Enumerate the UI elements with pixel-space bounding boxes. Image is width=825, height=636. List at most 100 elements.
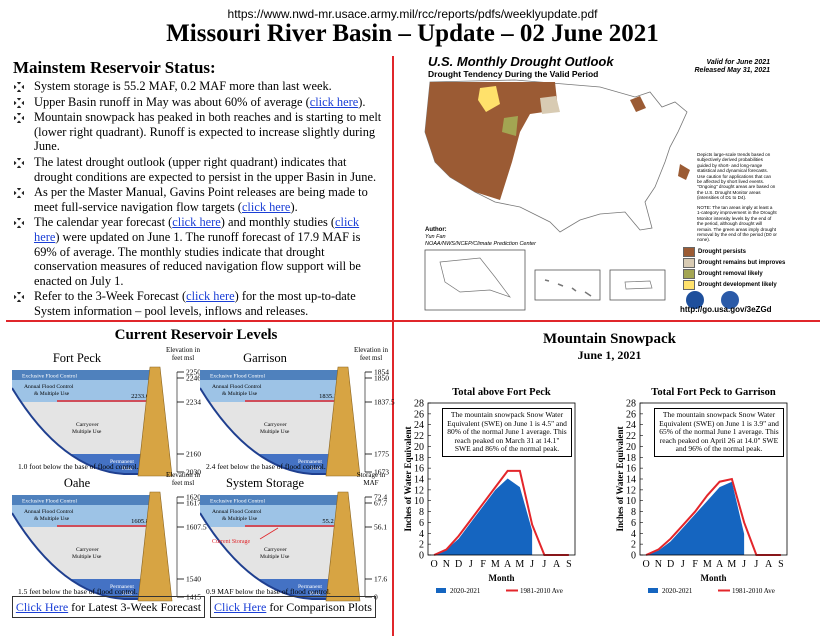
bullet-icon xyxy=(14,82,24,92)
y-tick-label: 18 xyxy=(626,453,636,464)
legend-swatch xyxy=(683,269,695,279)
legend-item: Drought removal likely xyxy=(683,269,763,279)
reservoir-name: Oahe xyxy=(63,476,91,490)
link[interactable]: click here xyxy=(34,215,360,244)
bullet-segment: ) were updated on June 1. The runoff for… xyxy=(34,229,361,288)
x-tick-label: M xyxy=(727,559,736,570)
button[interactable]: Click Here for Comparison Plots xyxy=(210,596,376,618)
legend-label: 1981-2010 Ave xyxy=(732,587,775,595)
zone-label: Annual Flood Control xyxy=(24,384,74,390)
legend-label: 2020-2021 xyxy=(450,587,481,595)
drought-valid: Valid for June 2021 xyxy=(706,59,770,66)
bullet-segment: ) for the most up-to-date System informa… xyxy=(34,289,356,318)
zone-label: & Multiple Use xyxy=(34,391,70,397)
legend-swatch xyxy=(683,280,695,290)
bullet: Upper Basin runoff in May was about 60% … xyxy=(10,95,382,110)
bullet: The calendar year forecast (click here) … xyxy=(10,215,382,288)
bullet-text: Mountain snowpack has peaked in both rea… xyxy=(34,110,382,154)
drought-title: U.S. Monthly Drought Outlook xyxy=(428,54,614,69)
annual-zone xyxy=(12,505,157,527)
url: https://www.nwd-mr.usace.army.mil/rcc/re… xyxy=(227,7,598,21)
level-label: 1837.5 xyxy=(374,398,395,407)
link[interactable]: click here xyxy=(172,215,221,230)
y-tick-label: 24 xyxy=(414,420,424,431)
bullet-diamond xyxy=(21,295,24,300)
button[interactable]: Click Here for Latest 3-Week Forecast xyxy=(12,596,205,618)
legend-item: Drought persists xyxy=(683,247,746,257)
level-label: 1617 xyxy=(186,499,201,508)
drought-link[interactable]: http://go.usa.gov/3eZGd xyxy=(680,305,772,314)
y-tick-label: 4 xyxy=(631,529,636,540)
link[interactable]: click here xyxy=(241,199,291,214)
bullet-diamond xyxy=(14,85,17,89)
chart-title: Total Fort Peck to Garrison xyxy=(651,387,776,398)
y-tick-label: 16 xyxy=(626,464,636,475)
zone-label: Permanent xyxy=(298,459,322,465)
level-label: 56.1 xyxy=(374,523,387,532)
bullet-segment: ) and monthly studies ( xyxy=(220,215,336,230)
zone-label: & Multiple Use xyxy=(222,391,258,397)
reservoir-note: 1.5 feet below the base of flood control… xyxy=(18,587,138,596)
y-tick-label: 12 xyxy=(626,485,636,496)
drought-persists-northeast xyxy=(630,96,646,112)
link[interactable]: click here xyxy=(309,94,359,109)
link[interactable]: Click Here xyxy=(15,600,69,614)
bullet-diamond xyxy=(14,295,17,300)
removal-area xyxy=(502,116,518,136)
zone-label: Permanent xyxy=(110,459,134,465)
zone-label: Exclusive Flood Control xyxy=(210,499,265,505)
page-title: Missouri River Basin – Update – 02 June … xyxy=(166,20,659,47)
x-tick-label: A xyxy=(504,559,512,570)
drought-released: Released May 31, 2021 xyxy=(694,67,771,74)
x-axis-label: Month xyxy=(700,573,726,583)
y-tick-label: 24 xyxy=(626,420,636,431)
bullet-segment: As per the Master Manual, Gavins Point r… xyxy=(34,185,368,214)
y-tick-label: 22 xyxy=(414,431,424,442)
y-tick-label: 14 xyxy=(414,475,424,486)
bullet-text: Upper Basin runoff in May was about 60% … xyxy=(34,95,365,110)
drought-note: NOTE: The tan areas imply at least a 1-c… xyxy=(697,205,777,243)
bullet-diamond xyxy=(17,218,21,221)
author-label: Author: xyxy=(425,227,447,233)
reservoir-name: Fort Peck xyxy=(52,351,102,365)
basin-outline xyxy=(12,387,157,475)
link[interactable]: Click Here xyxy=(214,600,267,614)
bullet: As per the Master Manual, Gavins Point r… xyxy=(10,185,382,214)
level-label: 2234 xyxy=(186,398,201,407)
legend-swatch xyxy=(648,588,658,593)
x-tick-label: N xyxy=(655,559,662,570)
level-label: 2160 xyxy=(186,450,201,459)
y-tick-label: 28 xyxy=(414,399,424,410)
axis-label: Storage in MAF xyxy=(356,471,386,487)
divider-vertical xyxy=(392,56,394,636)
legend-swatch xyxy=(683,258,695,268)
exclusive-zone xyxy=(12,495,157,505)
zone-label: Permanent xyxy=(110,584,134,590)
bullet-segment: Mountain snowpack has peaked in both rea… xyxy=(34,110,382,154)
y-tick-label: 14 xyxy=(626,475,636,486)
current-value: 55.2 xyxy=(322,518,333,525)
current-value: 2233.0 xyxy=(131,393,149,400)
bullet-diamond xyxy=(17,292,21,295)
link[interactable]: click here xyxy=(186,289,235,304)
reservoir-title: Current Reservoir Levels xyxy=(114,327,278,343)
area xyxy=(434,478,533,555)
chart-title: Total above Fort Peck xyxy=(452,387,551,398)
level-label: 1775 xyxy=(374,450,389,459)
level-label: 2250 xyxy=(186,368,201,377)
drought-persists-east xyxy=(678,164,690,180)
area xyxy=(646,481,745,555)
zone-label: Pool xyxy=(310,466,321,472)
zone-label: Exclusive Flood Control xyxy=(22,499,77,505)
legend-item: Drought development likely xyxy=(683,280,777,290)
x-tick-label: J xyxy=(754,559,758,570)
y-tick-label: 8 xyxy=(419,507,424,518)
level-label: 1673 xyxy=(374,468,389,477)
current-arrow xyxy=(259,527,279,540)
zone-label: Carryover xyxy=(76,547,99,553)
annual-zone xyxy=(12,380,157,402)
zone-label: Annual Flood Control xyxy=(212,509,262,515)
